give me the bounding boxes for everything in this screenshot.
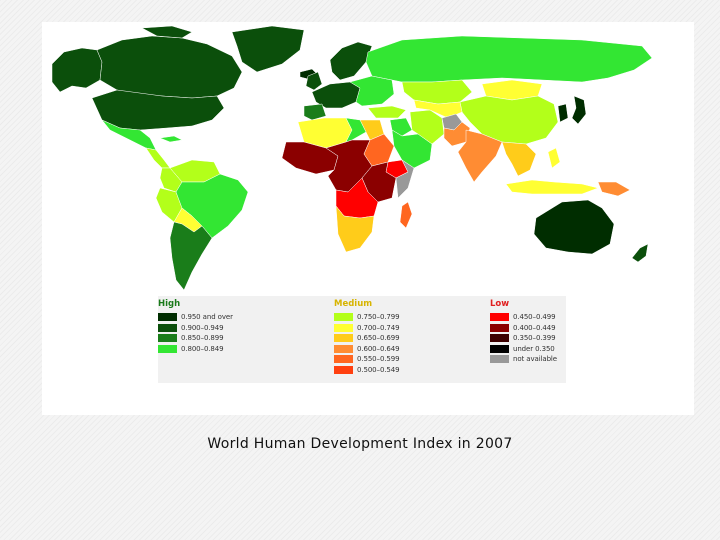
legend-swatch	[158, 323, 177, 332]
legend-label: 0.850–0.899	[181, 334, 224, 343]
region-middle-east	[389, 117, 413, 137]
legend-item: 0.400–0.449	[490, 323, 557, 334]
map-legend: High 0.950 and over 0.900–0.949 0.850–0.899…	[158, 296, 566, 383]
region-japan	[571, 95, 587, 125]
legend-label: 0.350–0.399	[513, 334, 556, 343]
region-uk-ireland	[305, 71, 323, 91]
region-new-zealand	[631, 243, 649, 263]
legend-label: not available	[513, 355, 557, 364]
legend-swatch	[334, 313, 353, 322]
legend-swatch	[490, 355, 509, 364]
region-canadian-arctic-islands	[141, 25, 193, 39]
legend-label: under 0.350	[513, 344, 555, 353]
legend-swatch	[158, 334, 177, 343]
legend-item: 0.650–0.699	[334, 333, 400, 344]
legend-swatch	[158, 313, 177, 322]
region-iran	[409, 109, 445, 145]
region-southern-africa	[335, 205, 375, 253]
region-cuba	[159, 135, 183, 143]
region-papua-new-guinea	[597, 181, 631, 197]
region-arabian-peninsula	[391, 129, 433, 169]
legend-item: 0.500–0.549	[334, 365, 400, 376]
legend-label: 0.600–0.649	[357, 344, 400, 353]
legend-swatch	[334, 334, 353, 343]
legend-item: 0.800–0.849	[158, 344, 233, 355]
legend-label: 0.700–0.749	[357, 323, 400, 332]
legend-swatch	[158, 344, 177, 353]
legend-item: under 0.350	[490, 344, 557, 355]
region-iberia	[303, 103, 327, 121]
legend-item: 0.750–0.799	[334, 312, 400, 323]
legend-label: 0.500–0.549	[357, 365, 400, 374]
legend-item: 0.600–0.649	[334, 344, 400, 355]
legend-item: 0.550–0.599	[334, 354, 400, 365]
region-indonesia	[505, 179, 599, 195]
legend-title-high: High	[158, 299, 181, 309]
legend-title-medium: Medium	[334, 299, 373, 309]
legend-swatch	[334, 323, 353, 332]
region-australia	[533, 199, 615, 255]
region-madagascar	[399, 201, 413, 229]
region-turkey	[367, 105, 407, 119]
region-southeast-asia	[501, 141, 537, 177]
legend-swatch	[334, 344, 353, 353]
legend-label: 0.750–0.799	[357, 313, 400, 322]
legend-item: 0.900–0.949	[158, 323, 233, 334]
legend-label: 0.550–0.599	[357, 355, 400, 364]
legend-label: 0.800–0.849	[181, 344, 224, 353]
region-china	[459, 95, 559, 145]
legend-label: 0.450–0.499	[513, 313, 556, 322]
region-india	[457, 129, 503, 183]
legend-item: 0.350–0.399	[490, 333, 557, 344]
legend-label: 0.650–0.699	[357, 334, 400, 343]
region-somalia	[395, 159, 415, 199]
legend-title-low: Low	[490, 299, 510, 309]
legend-group-low: Low 0.450–0.499 0.400–0.449 0.350–0.399 unde…	[490, 299, 557, 365]
region-greenland	[231, 25, 305, 73]
legend-label: 0.900–0.949	[181, 323, 224, 332]
legend-item: 0.850–0.899	[158, 333, 233, 344]
legend-swatch	[334, 355, 353, 364]
legend-swatch	[334, 365, 353, 374]
legend-item: 0.450–0.499	[490, 312, 557, 323]
legend-swatch	[490, 323, 509, 332]
legend-swatch	[490, 313, 509, 322]
legend-item: 0.700–0.749	[334, 323, 400, 334]
region-philippines	[547, 147, 561, 169]
legend-swatch	[490, 334, 509, 343]
map-panel: High 0.950 and over 0.900–0.949 0.850–0.899…	[42, 22, 694, 415]
legend-label: 0.400–0.449	[513, 323, 556, 332]
region-russia	[365, 35, 653, 83]
region-korea	[557, 103, 569, 123]
legend-item: 0.950 and over	[158, 312, 233, 323]
slide-caption: World Human Development Index in 2007	[207, 436, 513, 452]
legend-label: 0.950 and over	[181, 313, 233, 322]
legend-swatch	[490, 344, 509, 353]
legend-group-high: High 0.950 and over 0.900–0.949 0.850–0.899…	[158, 299, 233, 354]
legend-item: not available	[490, 354, 557, 365]
legend-group-medium: Medium 0.750–0.799 0.700–0.749 0.650–0.699 0…	[334, 299, 400, 376]
region-argentina-chile	[169, 221, 213, 291]
